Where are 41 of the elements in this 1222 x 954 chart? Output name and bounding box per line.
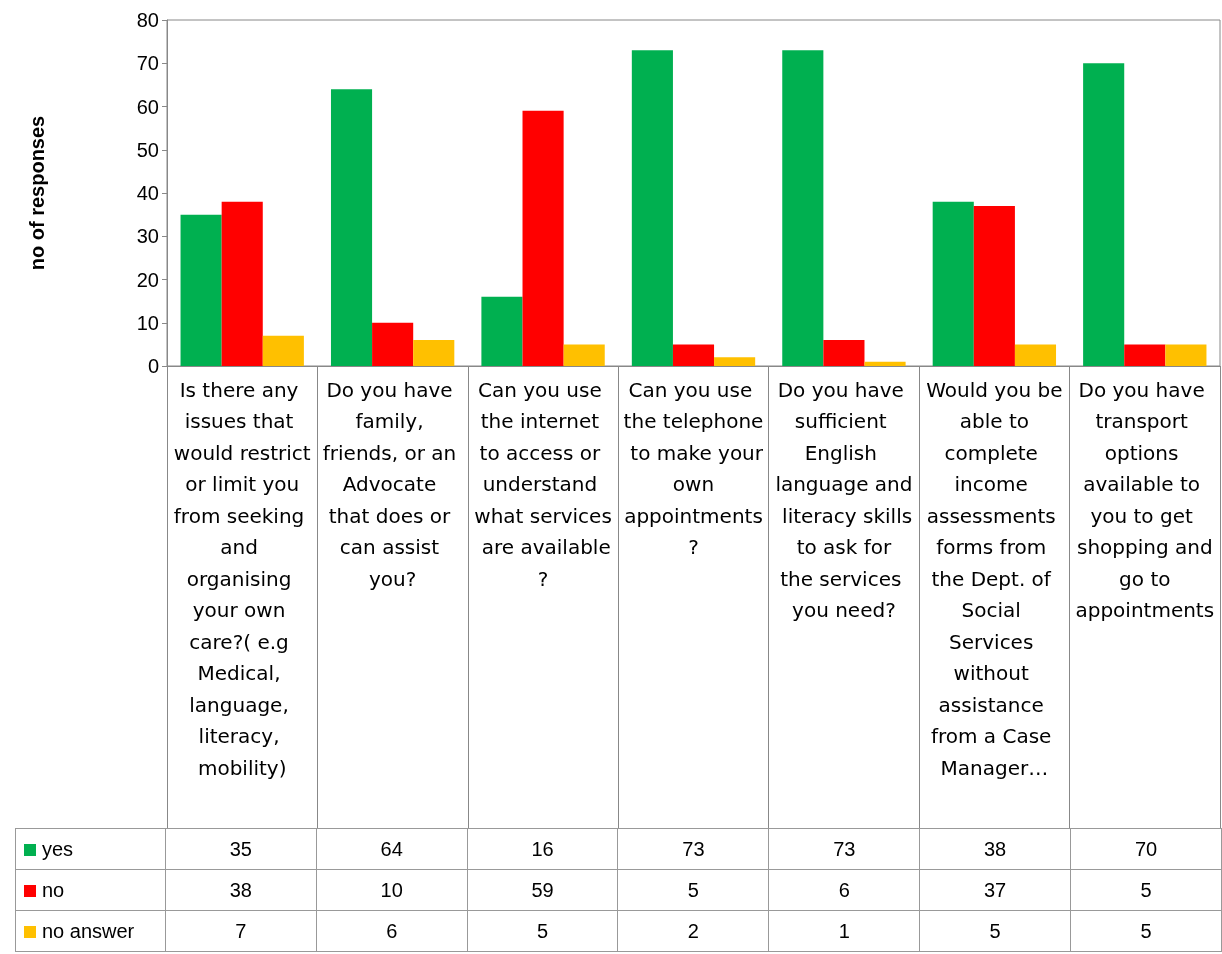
y-tick-label: 0: [147, 355, 159, 377]
category-label: Would you be able to complete income assessments forms from the Dept. of Social Services without assistance from a Case Manager…: [926, 377, 1063, 780]
y-tick-label: 50: [136, 138, 159, 161]
data-label: 5: [617, 869, 769, 911]
data-label: 64: [316, 828, 468, 870]
legend-label: no: [15, 869, 166, 911]
data-label: 70: [1070, 828, 1222, 870]
data-label: 73: [617, 828, 769, 870]
y-tick-label: 80: [136, 9, 159, 31]
y-tick-label: 60: [136, 95, 159, 118]
x-tick-label: Can you use the internet to access or understand what services are available?: [474, 377, 612, 591]
data-label: 35: [165, 828, 317, 870]
x-tick-label: Can you use the telephone to make your own appointments?: [623, 377, 764, 560]
legend-label: yes: [15, 828, 166, 870]
data-label: 7: [165, 910, 317, 952]
category-label: Is there any issues that would restrict or limit you from seeking and organising your own care?( e.g Medical, language, literacy, mobility): [173, 377, 311, 780]
data-label: 5: [467, 910, 618, 952]
data-label: 6: [316, 910, 468, 952]
data-label: 16: [467, 828, 618, 870]
data-label: 38: [919, 828, 1071, 870]
data-label: 5: [1070, 869, 1222, 911]
data-label: 6: [768, 869, 920, 911]
data-label: 5: [919, 910, 1071, 952]
legend-label: no answer: [15, 910, 166, 952]
data-label: 59: [467, 869, 618, 911]
x-tick-label: Do you have sufficient English language and literacy skills to ask for the services you need?: [775, 377, 913, 623]
y-tick-label: 20: [136, 268, 159, 291]
data-label: 10: [316, 869, 468, 911]
data-label: 37: [919, 869, 1071, 911]
data-label: 1: [768, 910, 920, 952]
data-label: 5: [1070, 910, 1222, 952]
data-label: 38: [165, 869, 317, 911]
y-axis-title: no of responses: [26, 115, 48, 271]
y-tick-label: 10: [136, 311, 159, 334]
y-tick-label: 40: [136, 182, 159, 204]
data-label: 73: [768, 828, 920, 870]
x-tick-label: Do you have family, friends, or an Advocate that does or can assist you?: [322, 377, 463, 591]
y-tick-label: 70: [136, 52, 159, 75]
y-tick-label: 30: [136, 225, 159, 248]
data-label: 2: [617, 910, 769, 952]
x-tick-label: Do you have transport options available to you to get shopping and go to appointments: [1075, 377, 1215, 623]
